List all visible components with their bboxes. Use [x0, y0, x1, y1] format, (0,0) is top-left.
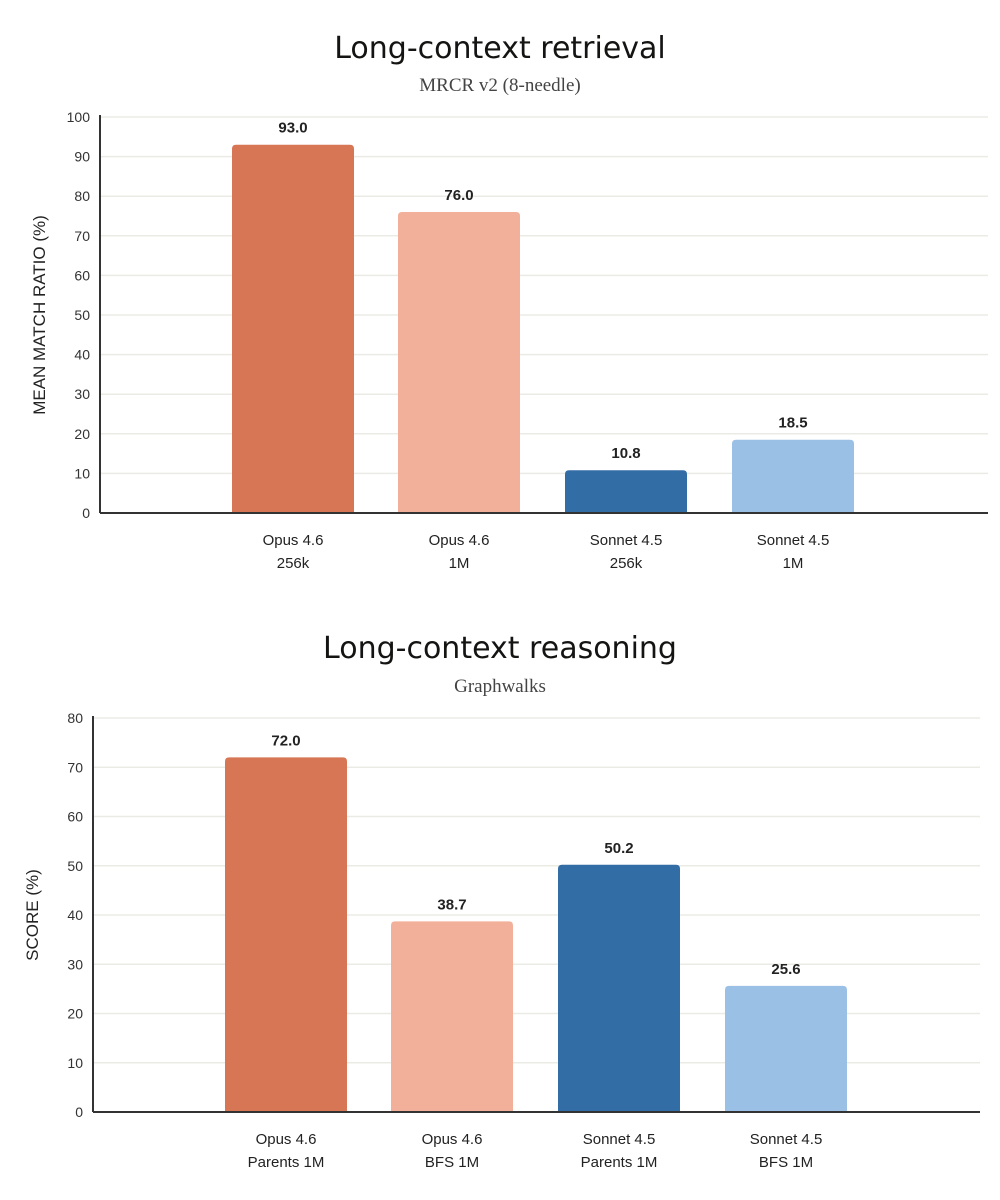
x-tick-label: Parents 1M	[248, 1154, 325, 1171]
data-label: 50.2	[604, 840, 633, 857]
y-tick-label: 40	[74, 347, 90, 363]
x-tick-label: Opus 4.6	[429, 532, 490, 549]
y-tick-label: 90	[74, 149, 90, 165]
x-tick-label: Parents 1M	[581, 1154, 658, 1171]
x-tick-label: 1M	[783, 555, 804, 572]
y-tick-label: 40	[67, 907, 83, 923]
chart-subtitle: Graphwalks	[454, 676, 546, 697]
x-tick-label: 256k	[610, 555, 643, 572]
data-label: 18.5	[778, 415, 807, 432]
x-tick-label: Sonnet 4.5	[750, 1131, 823, 1148]
bar	[225, 757, 347, 1112]
y-tick-label: 60	[74, 267, 90, 283]
y-tick-label: 80	[67, 710, 83, 726]
y-tick-label: 100	[67, 109, 91, 125]
y-tick-label: 20	[74, 426, 90, 442]
data-label: 38.7	[437, 896, 466, 913]
bar	[558, 864, 680, 1112]
x-tick-label: 256k	[277, 555, 310, 572]
x-tick-label: BFS 1M	[425, 1154, 479, 1171]
y-tick-label: 10	[74, 465, 90, 481]
data-label: 76.0	[444, 187, 473, 204]
x-tick-label: Opus 4.6	[256, 1131, 317, 1148]
y-tick-label: 30	[74, 386, 90, 402]
data-label: 93.0	[278, 120, 307, 137]
x-tick-label: BFS 1M	[759, 1154, 813, 1171]
x-tick-label: Sonnet 4.5	[583, 1131, 656, 1148]
x-tick-label: 1M	[449, 555, 470, 572]
x-tick-label: Sonnet 4.5	[757, 532, 830, 549]
y-tick-label: 70	[74, 228, 90, 244]
data-label: 10.8	[611, 445, 640, 462]
bar	[232, 144, 354, 513]
y-axis-label: SCORE (%)	[23, 869, 42, 961]
y-tick-label: 0	[75, 1104, 83, 1120]
chart-subtitle: MRCR v2 (8-needle)	[419, 75, 580, 96]
bar	[565, 470, 687, 513]
y-tick-label: 60	[67, 809, 83, 825]
bar	[398, 212, 520, 514]
y-tick-label: 70	[67, 759, 83, 775]
y-tick-label: 50	[67, 858, 83, 874]
y-tick-label: 80	[74, 188, 90, 204]
chart-title: Long-context reasoning	[323, 631, 677, 666]
data-label: 72.0	[271, 732, 300, 749]
y-tick-label: 20	[67, 1006, 83, 1022]
chart-2: Long-context reasoning Graphwalks 0 10 20 30 4…	[23, 631, 980, 1171]
y-tick-label: 50	[74, 307, 90, 323]
chart-1: Long-context retrieval MRCR v2 (8-needle)…	[30, 31, 988, 572]
x-tick-label: Sonnet 4.5	[590, 532, 663, 549]
y-tick-label: 30	[67, 956, 83, 972]
bar	[732, 439, 854, 513]
x-tick-label: Opus 4.6	[263, 532, 324, 549]
chart-title: Long-context retrieval	[334, 31, 666, 66]
y-tick-label: 10	[67, 1055, 83, 1071]
y-tick-label: 0	[82, 505, 90, 521]
y-axis-label: MEAN MATCH RATIO (%)	[30, 215, 49, 415]
bar	[391, 921, 513, 1112]
x-tick-label: Opus 4.6	[422, 1131, 483, 1148]
data-label: 25.6	[771, 961, 800, 978]
bar	[725, 985, 847, 1112]
